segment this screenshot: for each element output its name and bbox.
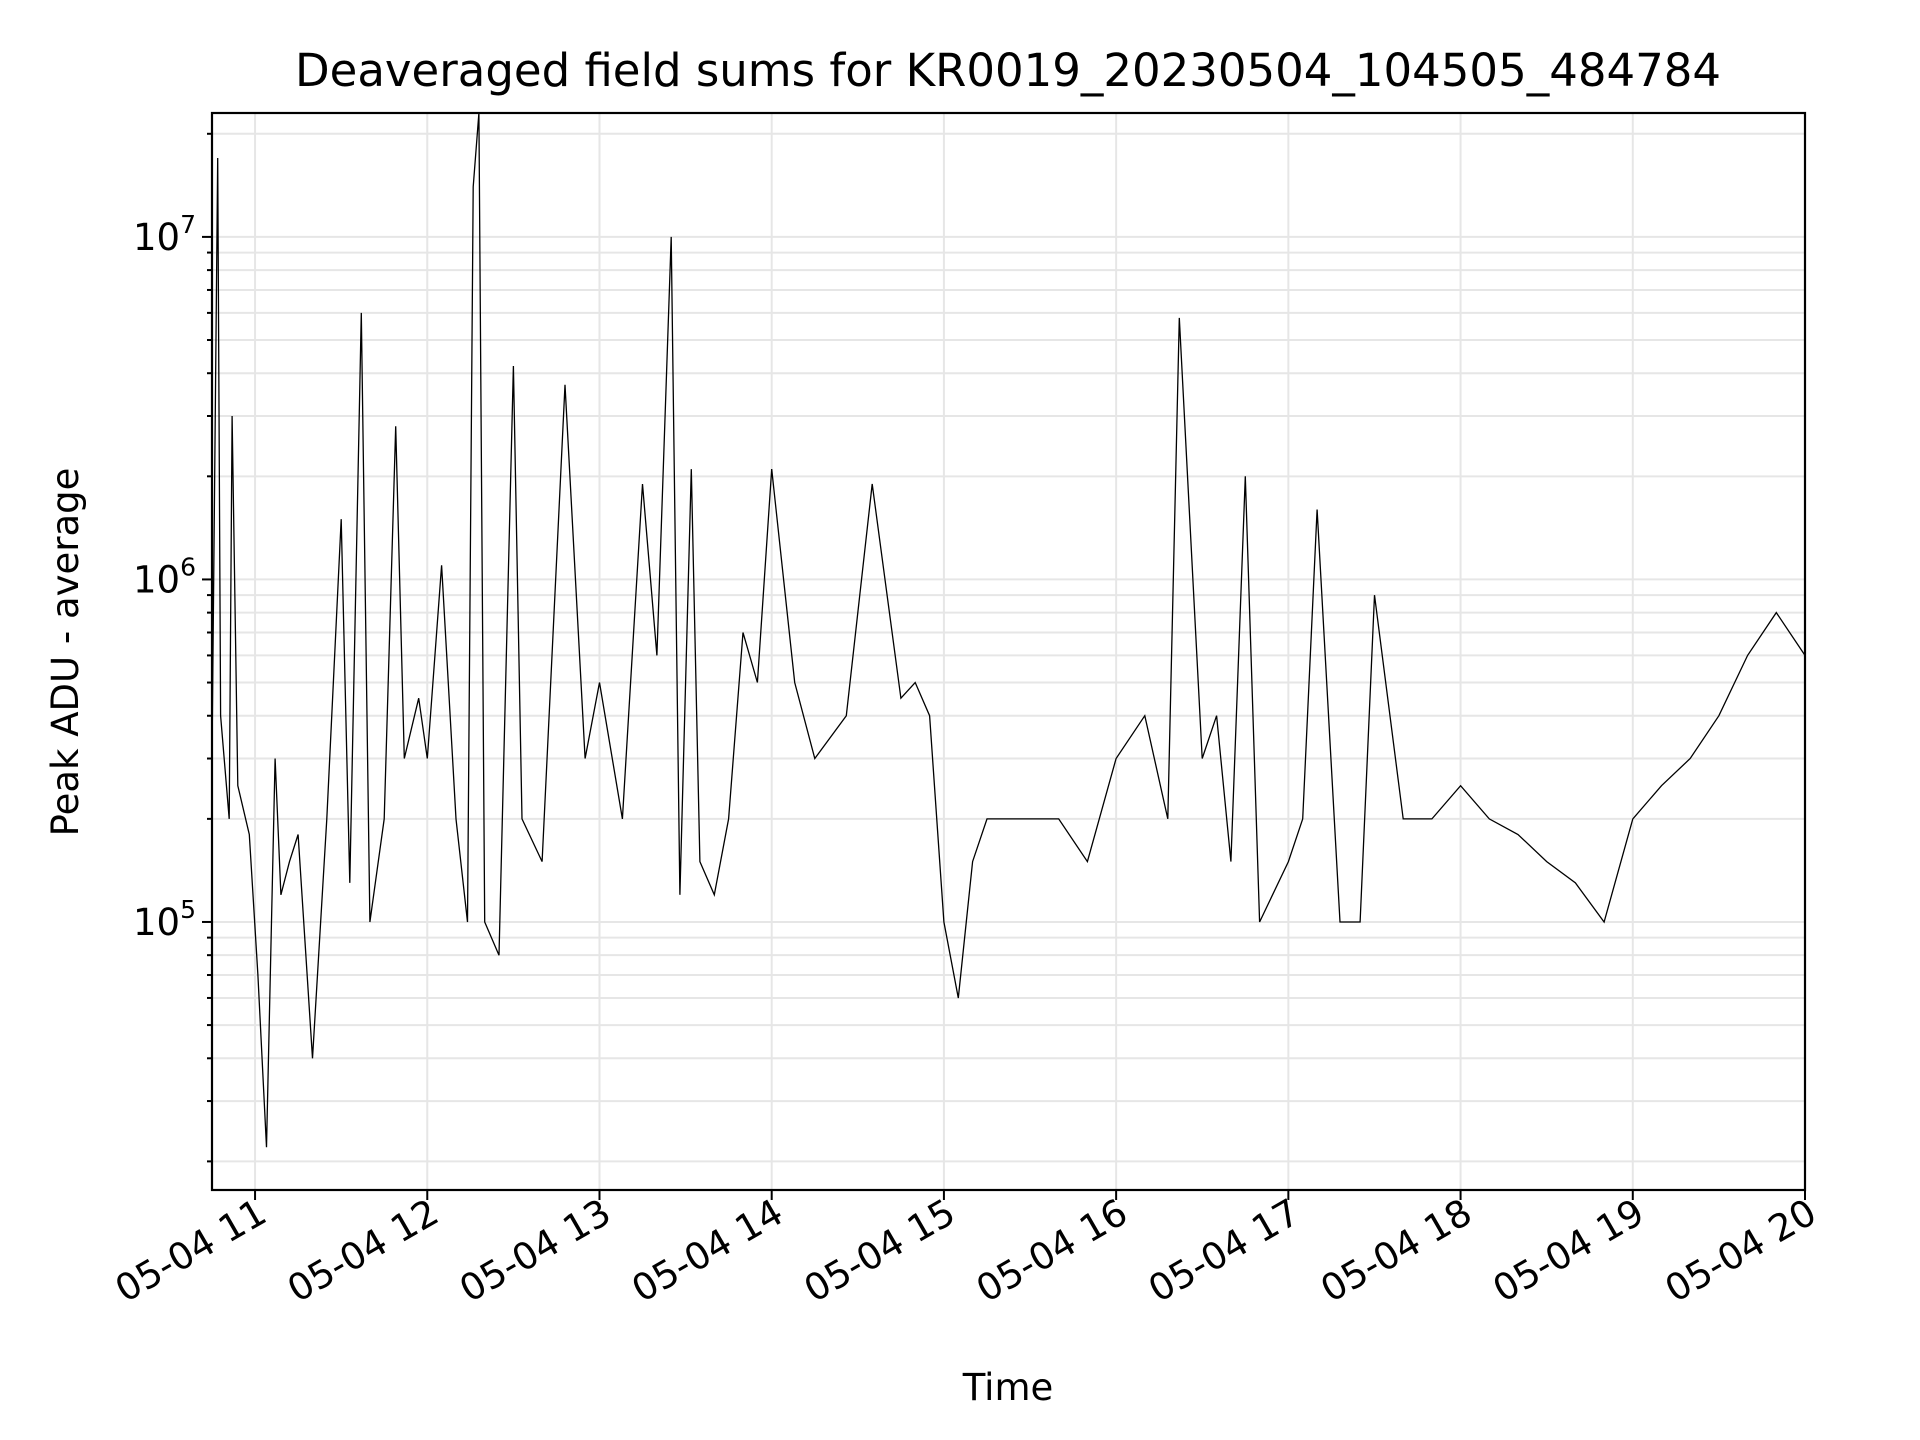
y-tick-label: 107 <box>133 210 196 259</box>
series-line <box>211 112 1806 1148</box>
chart-title: Deaveraged field sums for KR0019_2023050… <box>295 44 1721 97</box>
series-layer <box>211 112 1806 1148</box>
y-axis-label: Peak ADU - average <box>44 468 87 837</box>
y-tick-label: 105 <box>133 895 196 944</box>
y-tick-label: 106 <box>133 552 196 601</box>
plot-frame <box>210 111 1807 1192</box>
y-axis-ticks: 105 106 107 <box>133 132 212 1163</box>
x-axis-label: Time <box>962 1366 1054 1409</box>
